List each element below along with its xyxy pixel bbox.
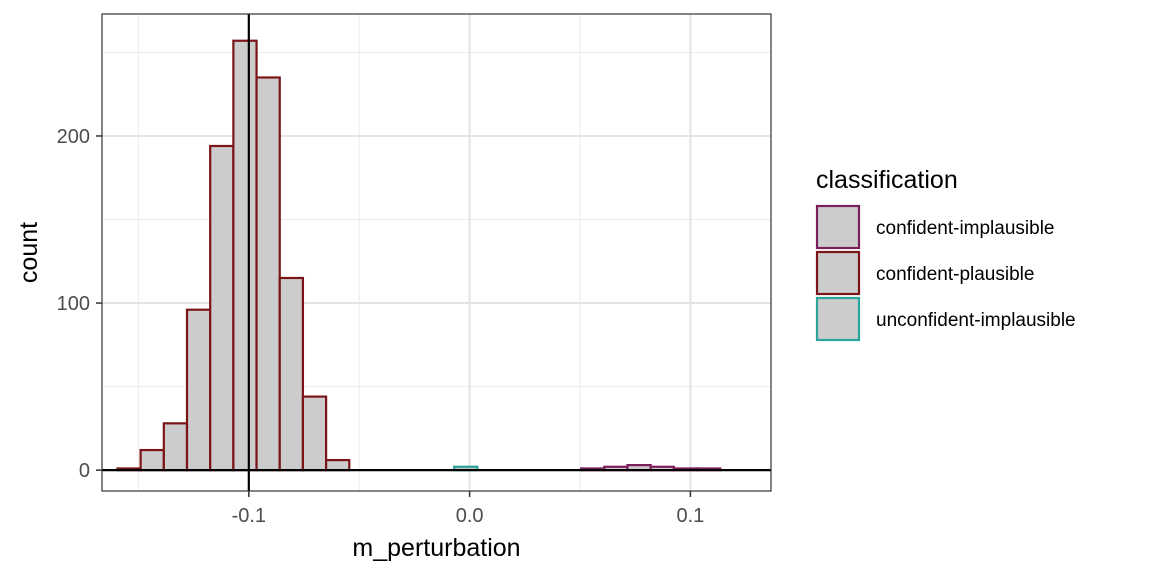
y-tick-label: 200	[57, 126, 90, 148]
y-tick-label: 0	[79, 460, 90, 482]
legend-label: unconfident-implausible	[876, 310, 1076, 331]
histogram-bar	[209, 144, 235, 472]
x-axis-title: m_perturbation	[352, 534, 520, 562]
legend-key	[815, 250, 861, 296]
y-axis-title: count	[15, 222, 43, 283]
y-tick-label: 100	[57, 293, 90, 315]
x-tick-label: 0.0	[456, 505, 484, 527]
histogram-bar	[301, 395, 328, 472]
axis-ticks: -0.1 0.0 0.1 0 100 200	[57, 126, 705, 527]
legend-key	[815, 204, 861, 250]
bars-layer	[116, 39, 722, 472]
histogram-bar	[278, 276, 305, 472]
x-tick-label: -0.1	[232, 505, 266, 527]
histogram-bar	[255, 76, 281, 472]
legend-label: confident-implausible	[876, 218, 1055, 239]
panel-border	[101, 13, 772, 492]
legend-key	[815, 296, 861, 342]
x-tick-label: 0.1	[677, 505, 705, 527]
reference-lines	[102, 14, 771, 491]
histogram-bar	[162, 422, 189, 472]
legend: classification confident-implausible conf…	[815, 166, 1076, 342]
histogram-bar	[185, 308, 212, 472]
legend-title: classification	[816, 166, 958, 194]
histogram-bar	[139, 448, 165, 472]
legend-label: confident-plausible	[876, 264, 1034, 285]
histogram-bar	[325, 458, 351, 472]
histogram-bar	[232, 39, 258, 472]
